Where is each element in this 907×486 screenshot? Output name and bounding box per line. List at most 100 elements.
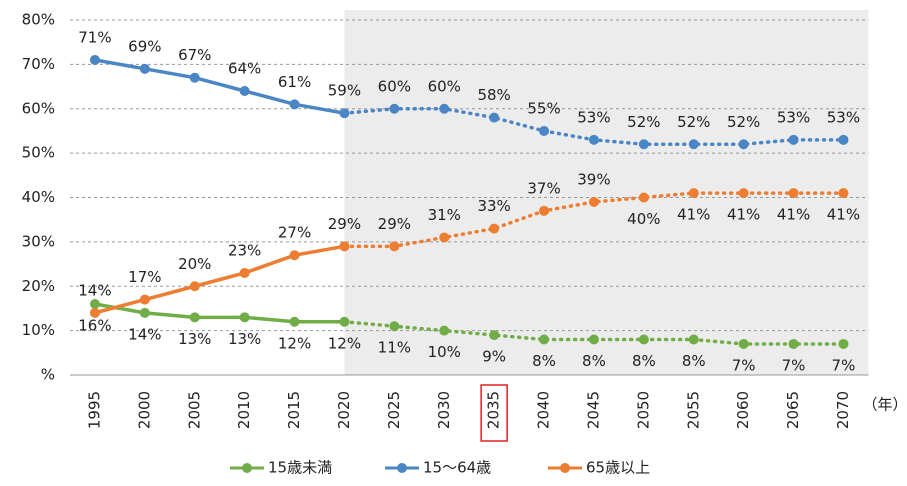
data-point: [838, 134, 849, 145]
x-tick-label: 1995: [85, 391, 103, 429]
data-label: 52%: [677, 113, 710, 131]
data-point: [688, 334, 699, 345]
data-point: [838, 338, 849, 349]
x-tick-label: 2060: [734, 391, 752, 429]
x-tick-label: 2050: [634, 391, 652, 429]
data-label: 64%: [228, 60, 261, 78]
y-tick-label: 60%: [22, 99, 55, 117]
y-tick-label: 10%: [22, 321, 55, 339]
data-label: 8%: [632, 352, 656, 370]
data-point: [638, 334, 649, 345]
data-point: [588, 334, 599, 345]
data-point: [339, 316, 350, 327]
data-label: 58%: [477, 86, 510, 104]
data-point: [89, 299, 100, 309]
data-point: [439, 325, 450, 336]
data-label: 39%: [577, 170, 610, 188]
data-point: [439, 103, 450, 114]
data-label: 59%: [328, 82, 361, 100]
data-point: [489, 112, 500, 123]
data-point: [489, 330, 500, 341]
data-point: [439, 232, 450, 243]
data-label: 53%: [827, 108, 860, 126]
data-label: 69%: [128, 37, 161, 55]
data-label: 55%: [527, 99, 560, 117]
data-label: 16%: [78, 317, 111, 335]
data-label: 41%: [677, 206, 710, 224]
data-label: 14%: [78, 281, 111, 299]
x-tick-label: 2040: [535, 391, 553, 429]
x-tick-label: 2055: [684, 391, 702, 429]
data-label: 13%: [178, 330, 211, 348]
data-point: [539, 334, 550, 345]
legend-label: 65歳以上: [586, 459, 650, 477]
data-point: [738, 338, 749, 349]
data-point: [139, 294, 150, 305]
data-label: 52%: [727, 113, 760, 131]
data-label: 23%: [228, 241, 261, 259]
data-point: [588, 196, 599, 207]
data-point: [139, 63, 150, 74]
data-label: 27%: [278, 224, 311, 242]
x-tick-label: 2025: [385, 391, 403, 429]
data-label: 41%: [827, 206, 860, 224]
data-label: 7%: [782, 356, 806, 374]
x-tick-label: 2070: [834, 391, 852, 429]
series-line: [93, 302, 347, 324]
data-label: 33%: [477, 197, 510, 215]
data-label: 13%: [228, 330, 261, 348]
data-label: 9%: [482, 348, 506, 366]
data-label: 40%: [627, 210, 660, 228]
data-label: 37%: [527, 179, 560, 197]
data-point: [389, 103, 400, 114]
data-label: 53%: [777, 108, 810, 126]
data-point: [688, 139, 699, 150]
data-point: [189, 72, 200, 83]
legend-marker: [242, 463, 252, 473]
data-label: 11%: [378, 339, 411, 357]
x-tick-label: 2065: [784, 391, 802, 429]
legend-label: 15～64歳: [423, 459, 491, 477]
data-label: 12%: [278, 334, 311, 352]
data-point: [239, 312, 250, 323]
data-label: 14%: [128, 325, 161, 343]
data-label: 10%: [428, 343, 461, 361]
data-label: 60%: [378, 77, 411, 95]
data-point: [239, 267, 250, 278]
data-label: 41%: [727, 206, 760, 224]
data-label: 20%: [178, 255, 211, 273]
x-tick-label: 2005: [185, 391, 203, 429]
y-tick-label: 20%: [22, 277, 55, 295]
x-tick-label: 2020: [335, 391, 353, 429]
data-point: [289, 250, 300, 261]
data-label: 41%: [777, 206, 810, 224]
y-tick-label: 40%: [22, 188, 55, 206]
data-label: 53%: [577, 108, 610, 126]
data-label: 7%: [732, 356, 756, 374]
y-tick-label: 30%: [22, 232, 55, 250]
data-point: [788, 188, 799, 199]
data-label: 71%: [78, 28, 111, 46]
data-point: [139, 307, 150, 318]
data-point: [389, 321, 400, 332]
series-line: [93, 244, 347, 315]
data-point: [189, 281, 200, 292]
data-point: [189, 312, 200, 323]
x-axis-label: （年）: [862, 396, 907, 414]
data-point: [738, 139, 749, 150]
x-tick-label: 2015: [285, 391, 303, 429]
data-label: 8%: [532, 352, 556, 370]
data-label: 61%: [278, 73, 311, 91]
data-point: [289, 316, 300, 327]
y-tick-label: 80%: [22, 11, 55, 29]
data-label: 8%: [682, 352, 706, 370]
legend-marker: [397, 463, 407, 473]
data-label: 52%: [627, 113, 660, 131]
y-tick-label: 50%: [22, 144, 55, 162]
data-label: 12%: [328, 334, 361, 352]
highlight-box: [480, 384, 508, 442]
data-point: [539, 205, 550, 216]
data-point: [788, 338, 799, 349]
x-tick-label: 2045: [584, 391, 602, 429]
